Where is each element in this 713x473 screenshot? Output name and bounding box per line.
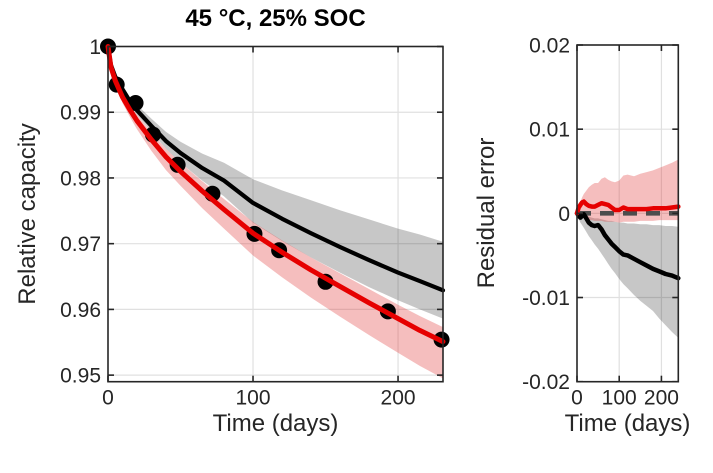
y-tick-label: 0.02 (529, 35, 570, 58)
y-tick-label: -0.01 (522, 287, 570, 310)
y-tick-label: 0.01 (529, 119, 570, 142)
x-tick-label: 200 (644, 387, 679, 410)
tick-marks (107, 45, 443, 382)
x-tick-label: 100 (602, 387, 637, 410)
left-y-axis-label: Relative capacity (14, 123, 41, 305)
data-point (127, 95, 144, 112)
black-model-fit-line (105, 44, 446, 293)
tick-marks (576, 44, 679, 383)
right-y-axis-label: Residual error (473, 137, 500, 289)
y-tick-label: 0 (558, 203, 570, 226)
x-tick-label: 0 (571, 387, 583, 410)
x-tick-label: 100 (235, 387, 270, 410)
y-tick-label: 0.97 (60, 233, 101, 256)
red-model-residual-line (574, 199, 681, 216)
confidence-bands (577, 159, 679, 338)
y-tick-label: 0.95 (60, 365, 101, 388)
plot-title: 45 °C, 25% SOC (185, 5, 366, 32)
x-tick-label: 200 (381, 387, 416, 410)
black-model-fit-band (108, 46, 443, 319)
axes-box (107, 45, 444, 383)
data-point (169, 156, 186, 173)
x-tick-label: 0 (102, 387, 114, 410)
left-x-axis-label: Time (days) (212, 410, 339, 437)
y-tick-label: 0.98 (60, 167, 101, 190)
y-tick-label: -0.02 (522, 371, 570, 394)
y-tick-label: 0.99 (60, 102, 101, 125)
black-model-residual-band (577, 212, 679, 338)
black-model-residual-line (574, 211, 681, 281)
red-model-fit-line (105, 44, 446, 345)
y-tick-label: 1 (89, 36, 101, 59)
confidence-bands (108, 46, 443, 379)
y-tick-label: 0.96 (60, 299, 101, 322)
residual-plot: 0 100 200 0.02 0.01 0 -0.01 -0.02 (522, 35, 681, 410)
capacity-plot: 0 100 200 1 0.99 0.98 0.97 0.96 0.95 (60, 36, 450, 410)
right-x-axis-label: Time (days) (564, 410, 691, 437)
